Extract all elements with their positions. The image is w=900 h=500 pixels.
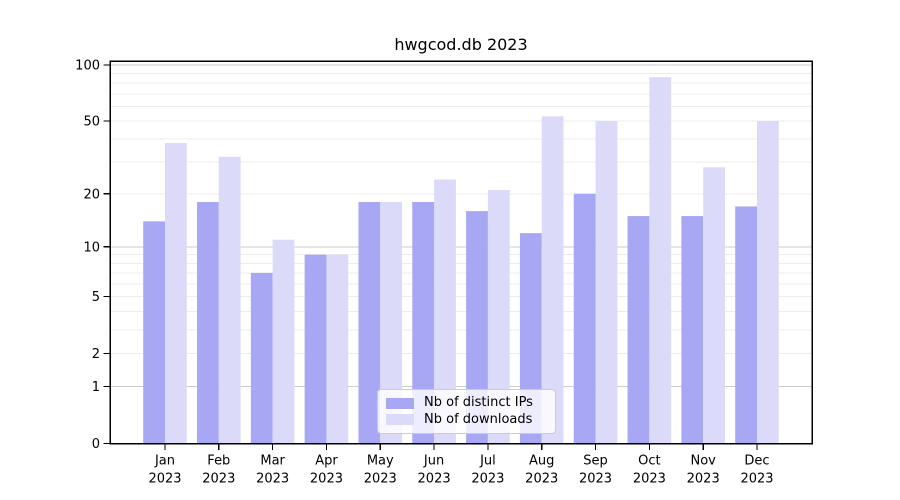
- legend-swatch-distinct-ips: [386, 397, 414, 409]
- y-tick-label: 100: [75, 58, 100, 73]
- y-tick-label: 0: [92, 437, 100, 452]
- chart-title: hwgcod.db 2023: [394, 35, 528, 54]
- bar-may-ips: [358, 201, 381, 444]
- legend-swatch-downloads: [386, 414, 414, 426]
- legend-label-distinct-ips: Nb of distinct IPs: [424, 395, 533, 411]
- bar-jun-ips: [412, 201, 435, 444]
- legend: Nb of distinct IPs Nb of downloads: [377, 389, 556, 434]
- bar-mar-ips: [250, 272, 273, 444]
- bar-jun-downloads: [434, 179, 456, 444]
- x-tick-label-month: Jun: [423, 454, 444, 469]
- y-tick-label: 10: [83, 240, 100, 255]
- bar-jan-downloads: [165, 143, 187, 444]
- y-tick-label: 1: [92, 380, 100, 395]
- x-tick-label-year: 2023: [525, 472, 558, 487]
- x-tick-label-month: Sep: [583, 454, 608, 469]
- bar-nov-downloads: [703, 167, 725, 444]
- bar-sep-ips: [573, 193, 596, 444]
- x-tick-label-month: May: [367, 454, 394, 469]
- legend-item-downloads: Nb of downloads: [386, 412, 545, 428]
- bar-sep-downloads: [595, 121, 618, 444]
- bar-oct-downloads: [649, 77, 672, 444]
- x-tick-label-month: Jan: [154, 454, 175, 469]
- legend-label-downloads: Nb of downloads: [424, 411, 533, 427]
- x-tick-label-month: Nov: [690, 454, 716, 469]
- y-tick-label: 50: [83, 115, 100, 130]
- x-tick-label-year: 2023: [633, 472, 666, 487]
- bar-jan-ips: [143, 221, 165, 444]
- bar-feb-ips: [197, 201, 219, 444]
- bar-dec-downloads: [757, 121, 779, 444]
- bar-mar-downloads: [272, 239, 295, 444]
- x-tick-label-year: 2023: [364, 472, 397, 487]
- x-tick-label-year: 2023: [418, 472, 451, 487]
- y-tick-label: 5: [92, 290, 100, 305]
- bar-apr-ips: [304, 254, 327, 444]
- bar-apr-downloads: [326, 254, 349, 444]
- y-tick-label: 2: [92, 347, 100, 362]
- bar-nov-ips: [681, 216, 704, 444]
- x-tick-label-year: 2023: [579, 472, 612, 487]
- legend-item-distinct-ips: Nb of distinct IPs: [386, 395, 545, 411]
- x-tick-label-year: 2023: [310, 472, 343, 487]
- x-tick-label-year: 2023: [202, 472, 235, 487]
- bar-dec-ips: [735, 206, 757, 444]
- bar-feb-downloads: [218, 156, 241, 444]
- bar-jul-ips: [466, 211, 488, 444]
- bar-oct-ips: [627, 216, 650, 444]
- bar-may-downloads: [380, 201, 403, 444]
- y-tick-label: 20: [83, 187, 100, 202]
- x-tick-label-year: 2023: [687, 472, 720, 487]
- bar-jul-downloads: [487, 189, 510, 444]
- x-tick-label-month: Aug: [529, 454, 554, 469]
- x-tick-label-month: Apr: [315, 454, 338, 469]
- x-tick-label-year: 2023: [148, 472, 181, 487]
- x-tick-label-year: 2023: [740, 472, 773, 487]
- x-tick-label-month: Mar: [260, 454, 285, 469]
- bar-aug-downloads: [541, 116, 564, 444]
- x-tick-label-month: Dec: [744, 454, 769, 469]
- x-tick-label-year: 2023: [471, 472, 504, 487]
- x-tick-label-year: 2023: [256, 472, 289, 487]
- plot-frame: [109, 60, 813, 445]
- x-tick-label-month: Jul: [479, 454, 496, 469]
- x-tick-label-month: Oct: [638, 454, 660, 469]
- x-tick-label-month: Feb: [207, 454, 230, 469]
